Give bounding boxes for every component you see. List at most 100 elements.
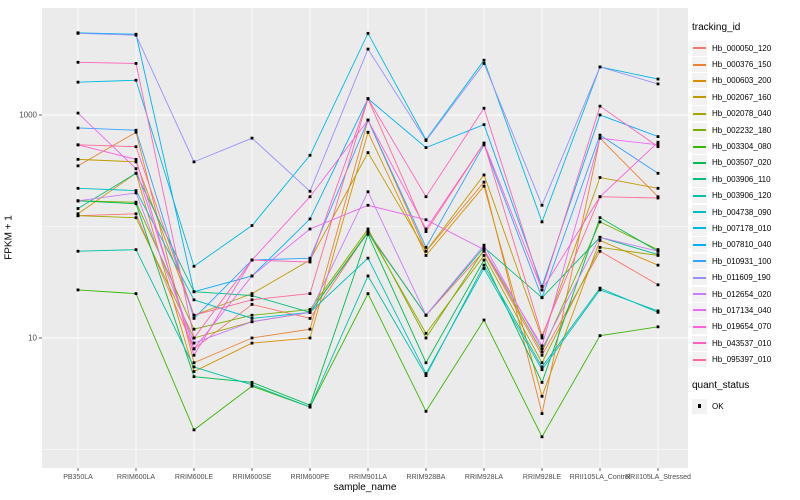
data-point	[192, 375, 196, 379]
data-point	[482, 184, 486, 188]
data-point	[250, 224, 254, 227]
legend-key-line-icon	[693, 358, 706, 361]
data-point	[482, 263, 486, 267]
data-point	[134, 33, 138, 37]
x-tick-label: RRIM928LE	[523, 474, 561, 481]
data-point	[482, 106, 486, 110]
data-point	[656, 325, 660, 329]
legend-entry-Hb_019654_070: Hb_019654_070	[692, 319, 798, 335]
data-point	[192, 316, 196, 320]
data-point	[424, 336, 428, 340]
data-point	[76, 212, 80, 216]
legend-entry-Hb_003906_110: Hb_003906_110	[692, 171, 798, 187]
legend-label: Hb_002067_160	[712, 92, 772, 102]
legend-entry-Hb_002067_160: Hb_002067_160	[692, 89, 798, 105]
data-point	[134, 130, 138, 134]
data-point	[424, 409, 428, 413]
data-point	[424, 139, 428, 142]
x-tick-label: PB350LA	[63, 474, 93, 481]
legend-key	[692, 188, 707, 204]
data-point	[366, 232, 370, 236]
legend-key	[692, 155, 707, 171]
data-point	[598, 195, 602, 199]
data-point	[134, 292, 138, 296]
y-axis-title: FPKM + 1	[3, 215, 15, 260]
gridlines	[42, 8, 688, 468]
data-point	[540, 288, 544, 292]
data-point	[424, 374, 428, 378]
data-point	[250, 274, 254, 278]
legend-entry-Hb_000050_120: Hb_000050_120	[692, 40, 798, 56]
legend-key	[692, 139, 707, 155]
data-point	[540, 344, 544, 348]
data-point	[540, 365, 544, 369]
data-point	[482, 254, 486, 257]
data-point	[540, 380, 544, 384]
data-point	[366, 47, 370, 51]
x-tick-label: RRIM901LA	[349, 474, 387, 481]
legend-key	[692, 204, 707, 220]
legend-key-line-icon	[693, 211, 706, 214]
x-tick-label: RRIM928BA	[407, 474, 446, 481]
data-point	[540, 394, 544, 398]
legend-key	[692, 106, 707, 122]
data-point	[308, 195, 312, 199]
legend-key	[692, 270, 707, 286]
data-point	[366, 31, 370, 35]
legend-label: Hb_007178_010	[712, 223, 772, 233]
legend-entry-Hb_004738_090: Hb_004738_090	[692, 204, 798, 220]
data-point	[250, 313, 254, 317]
legend-label: Hb_000603_200	[712, 76, 772, 86]
data-point	[656, 248, 660, 252]
data-point	[482, 267, 486, 270]
data-point	[540, 203, 544, 207]
legend-entry-Hb_003507_020: Hb_003507_020	[692, 155, 798, 171]
data-point	[308, 292, 312, 296]
data-point	[192, 347, 196, 351]
data-point	[76, 60, 80, 64]
data-point	[424, 249, 428, 253]
legend-key	[692, 73, 707, 89]
data-point	[76, 80, 80, 84]
legend-key	[692, 220, 707, 236]
legend-entry-Hb_043537_010: Hb_043537_010	[692, 335, 798, 351]
data-point	[656, 135, 660, 139]
legend-label: Hb_003507_020	[712, 158, 772, 168]
data-point	[482, 123, 486, 127]
legend-label: Hb_003906_110	[712, 174, 771, 184]
legend-entry-Hb_017134_040: Hb_017134_040	[692, 302, 798, 318]
data-point	[250, 316, 254, 320]
data-point	[598, 235, 602, 239]
data-point	[76, 186, 80, 190]
x-tick-label: RRII105LA_Control	[570, 474, 631, 481]
data-point	[192, 264, 196, 268]
data-point	[482, 258, 486, 262]
legend-key-line-icon	[693, 129, 706, 132]
data-point	[424, 254, 428, 257]
data-point	[482, 180, 486, 184]
legend-key-line-icon	[693, 293, 706, 296]
data-point	[250, 303, 254, 306]
legend-title-tracking-id: tracking_id	[692, 22, 741, 33]
legend-label: Hb_003906_120	[712, 191, 772, 201]
x-tick-label: RRIM928LA	[465, 474, 503, 481]
legend: tracking_id Hb_000050_120 Hb_000376_150 Hb…	[692, 22, 798, 414]
data-point	[424, 245, 428, 249]
legend-entry-Hb_000603_200: Hb_000603_200	[692, 73, 798, 89]
data-point	[424, 313, 428, 317]
legend-key	[692, 122, 707, 138]
legend-key-line-icon	[693, 194, 706, 197]
data-point	[250, 258, 254, 262]
data-point	[366, 227, 370, 231]
data-point	[598, 286, 602, 290]
data-point	[134, 171, 138, 175]
data-point	[366, 190, 370, 194]
data-point	[540, 412, 544, 415]
data-point	[482, 141, 486, 145]
legend-key-line-icon	[693, 145, 706, 148]
legend-key	[692, 335, 707, 351]
data-point	[540, 296, 544, 300]
data-point	[250, 136, 254, 140]
data-point	[656, 145, 660, 149]
x-axis-title: sample_name	[333, 482, 397, 493]
